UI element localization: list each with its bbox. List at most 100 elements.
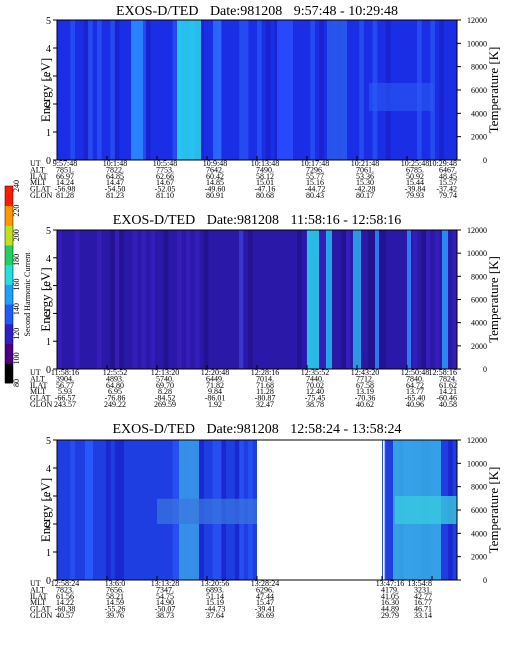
panel1-stripe (70, 20, 75, 160)
panel2-stripe (57, 230, 62, 369)
panel3-info-value: 15.47 (256, 598, 274, 607)
panel2-info-value: 1.92 (208, 400, 222, 409)
panel3-hot-patch (395, 496, 457, 524)
panel2-right-tick-label: 4000 (471, 319, 487, 328)
panel1-info-value: 7642. (206, 165, 224, 174)
panel3-info-value: 33.14 (414, 611, 432, 620)
panel1-info-value: -49.60 (205, 185, 226, 194)
panel3-mid-energy-patch (157, 498, 257, 524)
panel1-info-value: 15.30 (356, 178, 374, 187)
panel2-info-value: 12:35:52 (301, 368, 329, 377)
panel3-info-value: 42.77 (414, 592, 432, 601)
panel3-ylabel-right: Temperature [K] (486, 467, 501, 554)
panel2-row-label: GLON (30, 400, 52, 409)
panel2-info-value: 12:58:16 (429, 368, 457, 377)
panel2-info-value: 7824. (439, 374, 457, 383)
panel1-row-label: UT (30, 159, 41, 168)
panel2-info-value: 269.59 (154, 400, 176, 409)
panel2-info-value: -75.45 (305, 394, 326, 403)
panel1-info-value: 80.68 (256, 191, 274, 200)
panel2-plot (53, 229, 461, 370)
colorbar-tick-label: 180 (12, 254, 21, 266)
panel2-info-value: -60.46 (436, 394, 457, 403)
panel3-row-label: ALT (30, 585, 45, 594)
panel3-info-value: 15.19 (206, 598, 224, 607)
panel1-right-tick-label: 0 (483, 156, 487, 165)
panel1-stripe (439, 20, 444, 160)
panel2-info-value: 12:43:20 (351, 368, 379, 377)
colorbar-tick-label: 220 (12, 205, 21, 217)
panel3-info-value: 39.76 (106, 611, 124, 620)
panel1-info-value: 15.57 (439, 178, 457, 187)
panel3-right-tick-label: 4000 (471, 529, 487, 538)
panel1-right-tick-label: 2000 (471, 133, 487, 142)
panel1-info-value: 64.85 (106, 172, 124, 181)
panel3-title-range: 12:58:24 - 13:58:24 (290, 422, 402, 437)
panel3-left-tick-label: 4 (46, 464, 51, 475)
panel3-left-tick-label: 0 (46, 576, 51, 587)
panel1-info-value: 79.93 (406, 191, 424, 200)
panel1-stripe (319, 20, 324, 160)
panel2-info-value: 7014. (256, 374, 274, 383)
panel1-stripe (257, 20, 262, 160)
panel2-right-tick-label: 10000 (467, 249, 487, 258)
panel2-row-label: GLAT (30, 394, 51, 403)
panel3-info-value: 12:58:24 (51, 579, 79, 588)
panel2-info-value: 7712. (356, 374, 374, 383)
panel1-bright-band (277, 20, 293, 160)
panel1-info-value: -56.98 (55, 185, 76, 194)
panel2-stripe (372, 230, 378, 369)
panel1-stripe (110, 20, 115, 160)
panel1-info-value: 55.77 (306, 172, 324, 181)
panel3-right-tick-label: 0 (483, 576, 487, 585)
panel2-stripe (74, 230, 80, 369)
panel1-bright-band (177, 20, 201, 160)
panel2-info-value: 11.28 (256, 387, 274, 396)
panel1-bright-band (327, 20, 347, 160)
panel3-info-value: 40.57 (56, 611, 74, 620)
panel1-stripe (114, 20, 120, 160)
panel3-bright-band (85, 440, 93, 580)
panel3-info-value: 13:6:0 (105, 579, 125, 588)
panel3-info-value: 44.89 (381, 605, 399, 614)
panel1-right-tick-label: 8000 (471, 63, 487, 72)
panel2-info-value: 40.62 (356, 400, 374, 409)
panel2-stripe (248, 230, 253, 369)
panel1-stripe (83, 20, 89, 160)
panel3-sweep-line (383, 440, 385, 580)
panel1-row-label: ALT (30, 165, 45, 174)
panel1-info-value: 9:57:48 (53, 159, 77, 168)
panel1-stripe (145, 20, 151, 160)
panel1-info-value: 10:1:48 (103, 159, 127, 168)
panel2-info-value: 12:50:48 (401, 368, 429, 377)
panel2-info-value: 69.70 (156, 381, 174, 390)
colorbar-segment (5, 225, 13, 246)
panel3-info-value: 16.77 (414, 598, 432, 607)
panel1-info-value: 7061. (356, 165, 374, 174)
panel3-left-tick-label: 2 (46, 520, 51, 531)
panel2-stripe (177, 230, 182, 369)
panel1-info-value: 15.16 (306, 178, 324, 187)
panel2-info-value: -65.40 (405, 394, 426, 403)
panel2-stripe (97, 230, 102, 369)
panel3-info-value: 61.56 (56, 592, 74, 601)
panel3-left-tick-label: 3 (46, 492, 51, 503)
panel3-info-value: 51.14 (206, 592, 224, 601)
panel1-info-value: 80.17 (356, 191, 374, 200)
panel1-info-value: 79.74 (439, 191, 457, 200)
panel3-left-tick-label: 1 (46, 548, 51, 559)
panel2-stripe (345, 230, 351, 369)
panel2-info-value: 40.58 (439, 400, 457, 409)
panel1-info-value: 53.36 (356, 172, 374, 181)
panel3-info-value: -60.38 (55, 605, 76, 614)
panel1-row-label: GLAT (30, 185, 51, 194)
panel1-info-value: 10:25:48 (401, 159, 429, 168)
panel2-info-value: 71.82 (206, 381, 224, 390)
panel2-left-tick-label: 1 (46, 337, 51, 348)
panel3-info-value: 6296. (256, 585, 274, 594)
panel3-info-value: -55.26 (105, 605, 126, 614)
panel2-ylabel: Energy [eV] (38, 267, 53, 331)
panel1-title: EXOS-D/TED Date:981208 9:57:48 - 10:29:4… (57, 4, 457, 20)
colorbar-segment (5, 323, 13, 344)
panel3-info-value: 16.30 (381, 598, 399, 607)
